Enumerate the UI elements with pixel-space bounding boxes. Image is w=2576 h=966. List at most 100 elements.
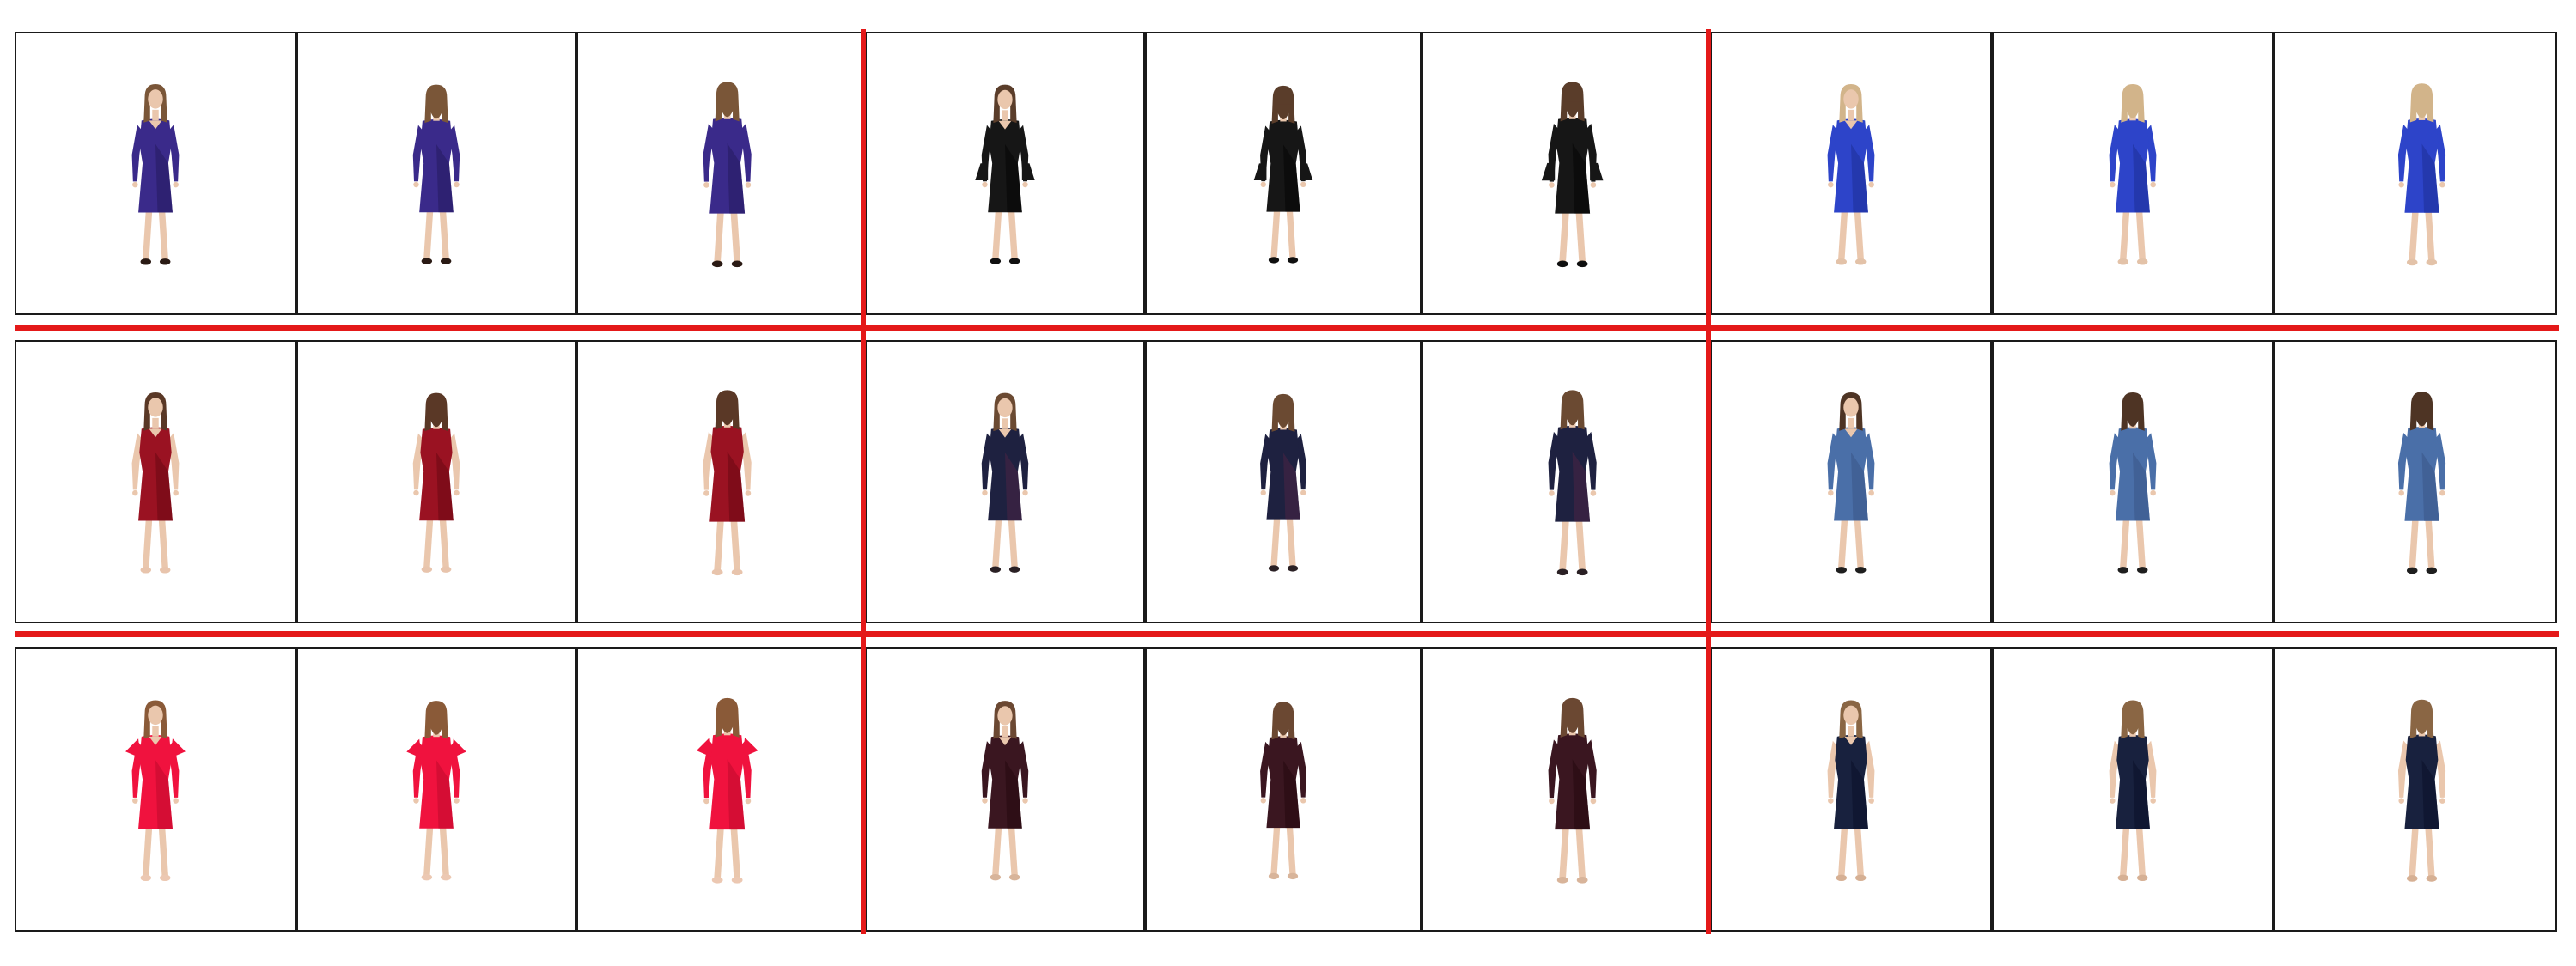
shoe bbox=[1556, 568, 1568, 576]
image-cell-back-side bbox=[576, 340, 865, 623]
image-cell-back bbox=[1145, 32, 1422, 315]
image-cell-back bbox=[1145, 340, 1422, 623]
leg bbox=[1575, 211, 1586, 262]
leg bbox=[143, 210, 153, 260]
model-figure bbox=[412, 392, 460, 573]
vertical-separator bbox=[861, 29, 866, 934]
shoe bbox=[1008, 566, 1020, 573]
leg bbox=[714, 519, 724, 570]
leg bbox=[1286, 210, 1296, 258]
image-cell-front bbox=[1710, 340, 1992, 623]
leg bbox=[2135, 210, 2146, 260]
shoe bbox=[421, 566, 433, 573]
shoe bbox=[1576, 568, 1588, 576]
vertical-separator bbox=[1706, 29, 1711, 934]
model-figure bbox=[975, 84, 1035, 264]
model-figure bbox=[703, 82, 752, 268]
shoe bbox=[731, 877, 743, 884]
shoe bbox=[2117, 258, 2129, 265]
shoe bbox=[440, 258, 452, 264]
model-figure bbox=[2109, 700, 2157, 882]
leg bbox=[2409, 519, 2419, 568]
shoe bbox=[731, 260, 743, 268]
model-figure bbox=[125, 700, 186, 882]
shoe bbox=[421, 873, 433, 881]
image-cell-front bbox=[1710, 32, 1992, 315]
shoe bbox=[1836, 874, 1848, 882]
leg bbox=[2425, 210, 2435, 260]
leg bbox=[2409, 210, 2419, 260]
image-cell-back-side bbox=[1422, 647, 1710, 932]
leg bbox=[730, 211, 740, 262]
face bbox=[1843, 398, 1859, 417]
leg bbox=[2120, 210, 2130, 260]
image-cell-back-side bbox=[1422, 340, 1710, 623]
leg bbox=[1838, 826, 1848, 876]
shoe bbox=[711, 568, 723, 576]
shoe bbox=[2426, 875, 2438, 882]
shoe bbox=[140, 567, 152, 574]
leg bbox=[1575, 827, 1586, 878]
leg bbox=[1854, 518, 1864, 568]
image-cell-back-side bbox=[2274, 340, 2557, 623]
leg bbox=[158, 826, 168, 876]
image-cell-back bbox=[296, 647, 576, 932]
model-figure bbox=[1260, 702, 1306, 880]
image-cell-front bbox=[1710, 647, 1992, 932]
leg bbox=[143, 518, 153, 568]
leg bbox=[158, 210, 168, 260]
leg bbox=[439, 518, 449, 568]
shoe bbox=[1268, 872, 1280, 880]
leg bbox=[2120, 518, 2130, 568]
horizontal-separator bbox=[15, 631, 2559, 637]
shoe bbox=[2426, 567, 2438, 574]
leg bbox=[2135, 518, 2146, 568]
leg bbox=[1270, 210, 1281, 258]
shoe bbox=[2136, 874, 2148, 882]
leg bbox=[1559, 519, 1569, 570]
shoe bbox=[990, 566, 1002, 573]
face bbox=[148, 89, 163, 109]
model-figure bbox=[2109, 83, 2157, 265]
image-cell-back-side bbox=[2274, 647, 2557, 932]
model-figure bbox=[703, 390, 752, 576]
leg bbox=[439, 210, 449, 259]
model-figure bbox=[696, 697, 758, 884]
shoe bbox=[159, 874, 171, 882]
model-figure bbox=[2397, 699, 2446, 882]
model-figure bbox=[1548, 697, 1597, 884]
face bbox=[148, 705, 163, 726]
shoe bbox=[1008, 873, 1020, 881]
leg bbox=[992, 210, 1002, 259]
shoe bbox=[1854, 258, 1867, 265]
image-cell-back-side bbox=[576, 32, 865, 315]
model-figure bbox=[131, 392, 180, 574]
model-figure bbox=[1548, 390, 1597, 576]
shoe bbox=[731, 568, 743, 576]
shoe bbox=[2406, 875, 2418, 882]
shoe bbox=[1576, 877, 1588, 884]
leg bbox=[1270, 825, 1281, 874]
shoe bbox=[2117, 567, 2129, 574]
image-cell-back-side bbox=[2274, 32, 2557, 315]
face bbox=[997, 706, 1013, 726]
leg bbox=[1838, 210, 1848, 260]
shoe bbox=[2136, 567, 2148, 574]
shoe bbox=[1854, 567, 1867, 574]
leg bbox=[2135, 826, 2146, 876]
model-figure bbox=[2109, 392, 2157, 574]
shoe bbox=[2117, 874, 2129, 882]
leg bbox=[1854, 210, 1864, 260]
shoe bbox=[1008, 258, 1020, 264]
face bbox=[1843, 705, 1859, 726]
shoe bbox=[159, 258, 171, 265]
leg bbox=[2120, 826, 2130, 876]
model-figure bbox=[981, 701, 1029, 881]
leg bbox=[1008, 518, 1018, 568]
leg bbox=[1286, 825, 1296, 874]
shoe bbox=[2136, 258, 2148, 265]
model-figure bbox=[131, 83, 180, 265]
face bbox=[1843, 89, 1859, 109]
model-figure bbox=[1827, 700, 1875, 882]
